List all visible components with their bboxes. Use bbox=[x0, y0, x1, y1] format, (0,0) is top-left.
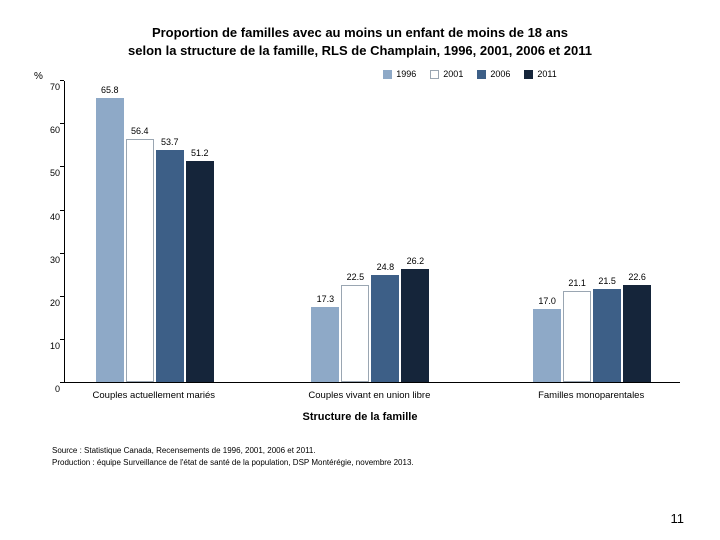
bar-group: 17.021.121.522.6 bbox=[533, 285, 651, 383]
x-category-label: Couples actuellement mariés bbox=[93, 390, 216, 401]
bar-value-label: 21.5 bbox=[598, 276, 616, 286]
bar: 24.8 bbox=[371, 275, 399, 382]
legend-label: 2006 bbox=[490, 69, 510, 79]
bar: 26.2 bbox=[401, 269, 429, 382]
plot-area: 65.856.453.751.217.322.524.826.217.021.1… bbox=[64, 81, 680, 383]
chart-title: Proportion de familles avec au moins un … bbox=[80, 24, 640, 59]
chart: % 010203040506070 65.856.453.751.217.322… bbox=[40, 81, 680, 411]
bar-value-label: 51.2 bbox=[191, 148, 209, 158]
legend-item: 1996 bbox=[383, 69, 416, 79]
y-tick-mark bbox=[60, 80, 64, 81]
y-unit: % bbox=[34, 71, 43, 82]
y-tick-mark bbox=[60, 339, 64, 340]
bar-value-label: 56.4 bbox=[131, 126, 149, 136]
source-block: Source : Statistique Canada, Recensement… bbox=[52, 445, 684, 469]
bar-value-label: 65.8 bbox=[101, 85, 119, 95]
x-axis-label: Structure de la famille bbox=[36, 411, 684, 423]
y-tick-mark bbox=[60, 166, 64, 167]
y-tick-label: 40 bbox=[40, 212, 64, 222]
y-tick-mark bbox=[60, 296, 64, 297]
legend-swatch bbox=[383, 70, 392, 79]
legend-item: 2001 bbox=[430, 69, 463, 79]
legend-swatch bbox=[477, 70, 486, 79]
bar-value-label: 24.8 bbox=[377, 262, 395, 272]
legend-label: 2001 bbox=[443, 69, 463, 79]
bar-group: 65.856.453.751.2 bbox=[96, 98, 214, 382]
y-tick-mark bbox=[60, 382, 64, 383]
y-tick-label: 50 bbox=[40, 168, 64, 178]
bar-value-label: 17.3 bbox=[317, 294, 335, 304]
legend-swatch bbox=[524, 70, 533, 79]
bar-group: 17.322.524.826.2 bbox=[311, 269, 429, 382]
page-number: 11 bbox=[671, 511, 685, 526]
title-line-1: Proportion de familles avec au moins un … bbox=[152, 25, 568, 40]
y-tick-mark bbox=[60, 253, 64, 254]
legend-item: 2006 bbox=[477, 69, 510, 79]
bar-value-label: 53.7 bbox=[161, 137, 179, 147]
y-tick-mark bbox=[60, 210, 64, 211]
y-tick-label: 20 bbox=[40, 298, 64, 308]
bar: 17.0 bbox=[533, 309, 561, 382]
source-line-2: Production : équipe Surveillance de l'ét… bbox=[52, 457, 684, 469]
bar: 21.5 bbox=[593, 289, 621, 382]
y-tick-label: 70 bbox=[40, 82, 64, 92]
y-tick-label: 10 bbox=[40, 341, 64, 351]
y-tick-label: 60 bbox=[40, 125, 64, 135]
bar: 51.2 bbox=[186, 161, 214, 382]
legend-label: 1996 bbox=[396, 69, 416, 79]
bar-value-label: 22.5 bbox=[347, 272, 365, 282]
bar: 22.5 bbox=[341, 285, 369, 382]
y-tick-label: 0 bbox=[40, 384, 64, 394]
bar-value-label: 26.2 bbox=[407, 256, 425, 266]
legend: 1996 2001 2006 2011 bbox=[256, 69, 684, 79]
source-line-1: Source : Statistique Canada, Recensement… bbox=[52, 445, 684, 457]
y-tick-mark bbox=[60, 123, 64, 124]
bar: 17.3 bbox=[311, 307, 339, 382]
bar: 21.1 bbox=[563, 291, 591, 382]
legend-swatch bbox=[430, 70, 439, 79]
title-line-2: selon la structure de la famille, RLS de… bbox=[128, 43, 592, 58]
bar: 22.6 bbox=[623, 285, 651, 383]
legend-item: 2011 bbox=[524, 69, 556, 79]
bar: 53.7 bbox=[156, 150, 184, 382]
x-category-label: Familles monoparentales bbox=[538, 390, 644, 401]
bar-value-label: 17.0 bbox=[538, 296, 556, 306]
bar: 56.4 bbox=[126, 139, 154, 382]
bar: 65.8 bbox=[96, 98, 124, 382]
bar-value-label: 21.1 bbox=[568, 278, 586, 288]
y-tick-label: 30 bbox=[40, 255, 64, 265]
x-category-label: Couples vivant en union libre bbox=[308, 390, 430, 401]
page: Proportion de familles avec au moins un … bbox=[0, 0, 720, 540]
bar-value-label: 22.6 bbox=[628, 272, 646, 282]
legend-label: 2011 bbox=[537, 69, 556, 79]
